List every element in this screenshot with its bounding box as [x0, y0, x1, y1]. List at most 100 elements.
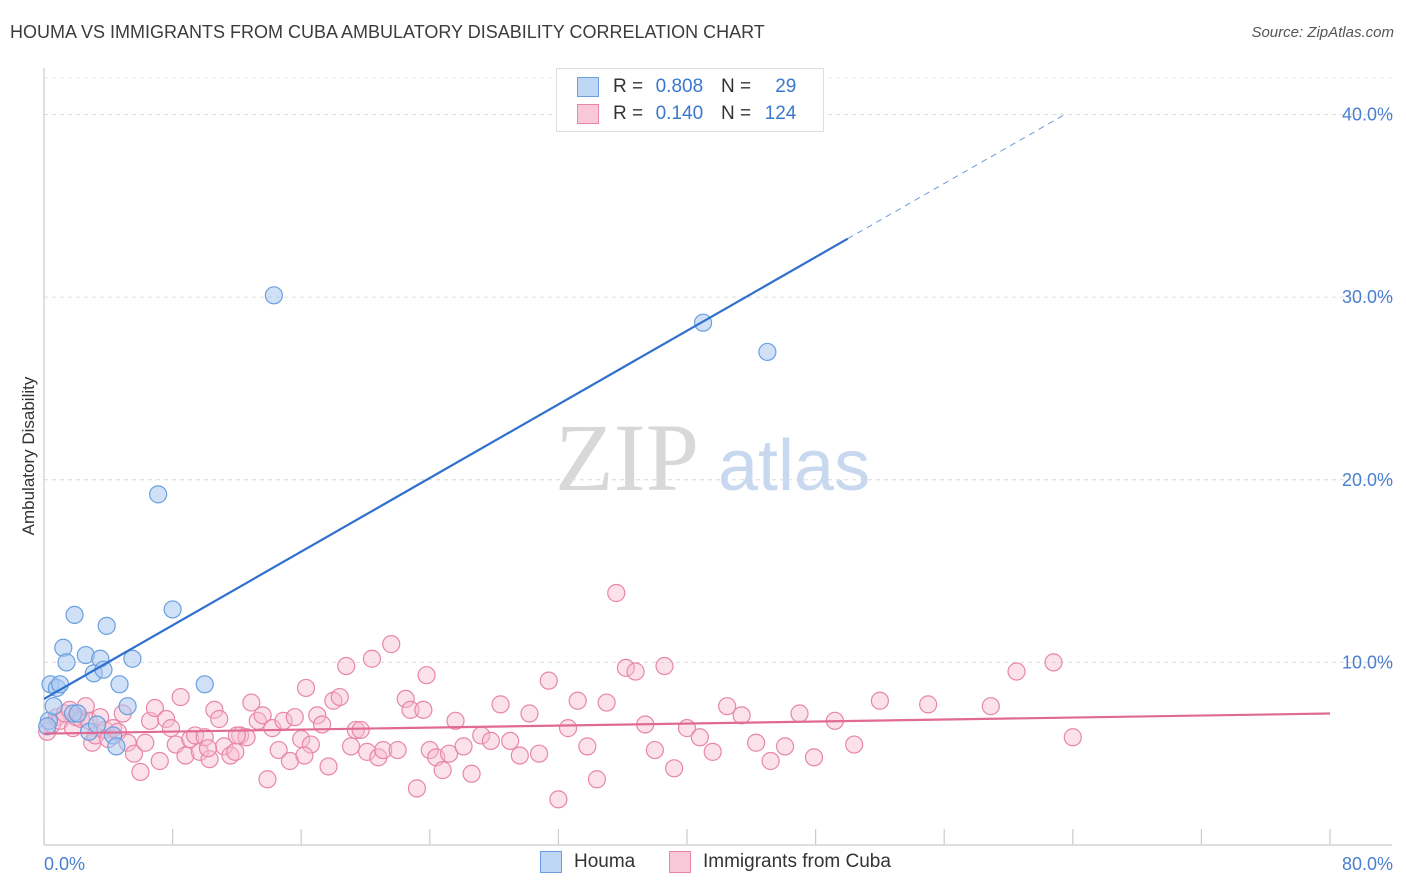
cuba-point: [150, 751, 169, 771]
cuba-point: [510, 746, 529, 765]
cuba-point: [145, 698, 165, 718]
cuba-point: [214, 737, 234, 756]
series-legend: Houma Immigrants from Cuba: [0, 851, 1406, 881]
cuba-point: [761, 751, 780, 771]
cuba-point: [131, 762, 150, 782]
cuba-point: [176, 746, 195, 765]
stats-legend: R = 0.808 N = 29 R = 0.140 N = 124: [556, 68, 824, 132]
cuba-point: [308, 706, 327, 725]
cuba-point: [626, 662, 645, 681]
cuba-point: [1007, 662, 1026, 681]
cuba-point: [665, 759, 684, 778]
cuba-point: [198, 739, 218, 758]
watermark-zip: ZIP: [555, 404, 699, 511]
legend-item-houma[interactable]: Houma: [540, 851, 635, 873]
cuba-point: [330, 687, 349, 707]
cuba-point: [136, 733, 155, 752]
y-tick-label: 10.0%: [1342, 652, 1393, 672]
cuba-point: [919, 695, 938, 714]
cuba-point: [301, 735, 320, 754]
watermark-atlas: atlas: [718, 426, 870, 506]
cuba-point: [362, 649, 382, 668]
cuba-point: [804, 748, 824, 767]
cuba-point: [285, 708, 304, 727]
r-label: R =: [613, 103, 644, 124]
cuba-point: [420, 740, 439, 760]
cuba-point: [462, 764, 481, 783]
cuba-point: [269, 740, 288, 760]
legend-item-cuba[interactable]: Immigrants from Cuba: [669, 851, 891, 873]
cuba-legend-swatch: [669, 851, 691, 873]
houma-points: [38, 286, 777, 756]
stats-row-cuba: R = 0.140 N = 124: [577, 100, 796, 128]
cuba-point: [747, 733, 766, 752]
cuba-point: [258, 770, 277, 789]
cuba-point: [433, 761, 452, 780]
houma-swatch: [577, 77, 599, 97]
houma-point: [118, 697, 137, 716]
cuba-point: [319, 757, 338, 776]
cuba-point: [157, 709, 176, 729]
r-value-houma: 0.808: [655, 76, 704, 97]
cuba-point: [481, 731, 500, 751]
houma-point: [65, 605, 84, 625]
cuba-point: [587, 770, 607, 789]
cuba-point: [337, 656, 356, 676]
cuba-point: [195, 728, 214, 747]
houma-point: [163, 600, 182, 619]
cuba-point: [396, 689, 415, 709]
cuba-point: [226, 742, 245, 761]
cuba-point: [124, 744, 144, 763]
cuba-point: [501, 731, 520, 751]
cuba-point: [439, 744, 459, 763]
cuba-point: [530, 744, 549, 763]
cuba-point: [374, 740, 393, 760]
y-tick-label: 30.0%: [1342, 287, 1393, 307]
houma-point: [68, 704, 87, 723]
cuba-point: [732, 706, 751, 725]
cuba-point: [417, 666, 436, 685]
cuba-point: [205, 700, 224, 719]
legend-label-houma: Houma: [574, 851, 636, 872]
r-label: R =: [613, 76, 644, 97]
tick-labels: 10.0% 20.0% 30.0% 40.0% 0.0% 80.0%: [44, 105, 1393, 874]
cuba-points: [38, 583, 1082, 809]
houma-point: [264, 286, 283, 305]
cuba-point: [296, 678, 316, 698]
cuba-point: [703, 742, 722, 761]
legend-label-cuba: Immigrants from Cuba: [703, 851, 891, 872]
cuba-point: [446, 711, 465, 730]
cuba-point: [520, 704, 539, 723]
cuba-point: [388, 740, 407, 760]
cuba-point: [690, 728, 709, 747]
cuba-point: [263, 719, 282, 738]
cuba-point: [171, 687, 190, 707]
n-value-houma: 29: [775, 76, 797, 97]
cuba-point: [341, 737, 361, 756]
cuba-point: [242, 693, 261, 712]
cuba-point: [718, 697, 737, 716]
houma-trend-line: [43, 237, 849, 700]
cuba-swatch: [577, 104, 599, 124]
cuba-point: [597, 693, 616, 712]
cuba-point: [210, 709, 229, 729]
r-value-cuba: 0.140: [655, 103, 704, 124]
cuba-point: [775, 737, 795, 756]
cuba-point: [568, 691, 587, 710]
houma-point: [195, 675, 214, 694]
cuba-point: [578, 737, 597, 756]
stats-row-houma: R = 0.808 N = 29: [577, 73, 796, 101]
grid-lines: [44, 77, 1392, 663]
chart-title: HOUMA VS IMMIGRANTS FROM CUBA AMBULATORY…: [10, 22, 765, 42]
x-tick-label: 0.0%: [44, 854, 85, 874]
cuba-point: [358, 742, 377, 761]
cuba-point: [161, 719, 181, 738]
cuba-point: [401, 700, 420, 719]
x-tick-label: 80.0%: [1342, 854, 1393, 874]
cuba-point: [382, 635, 401, 654]
cuba-point: [616, 658, 636, 677]
houma-point: [97, 616, 116, 635]
cuba-point: [607, 583, 626, 603]
n-value-cuba: 124: [764, 103, 797, 124]
